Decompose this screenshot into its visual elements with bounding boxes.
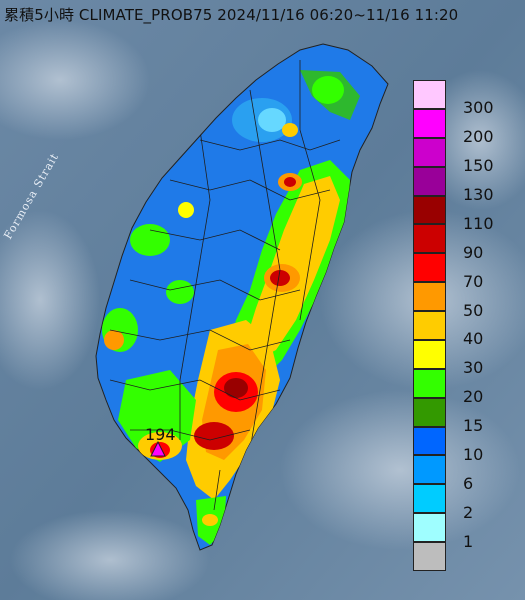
legend-label: 200 (463, 127, 494, 147)
legend-swatch (413, 80, 446, 109)
legend-swatch (413, 426, 446, 456)
rainfall-legend: 300 200 150 130 110 90 70 50 40 30 20 15 10 6 2 1 (413, 80, 519, 571)
legend-label: 15 (463, 416, 484, 436)
legend-row: 110 (413, 195, 519, 233)
legend-swatch (413, 484, 446, 514)
legend-swatch (413, 368, 446, 398)
legend-row: 300 (413, 80, 519, 117)
legend-label: 150 (463, 156, 494, 176)
legend-label: 30 (463, 358, 484, 378)
legend-label: 50 (463, 300, 484, 320)
legend-swatch (413, 542, 446, 571)
max-value-marker (150, 440, 166, 457)
taiwan-island (95, 43, 389, 551)
legend-row: 6 (413, 455, 519, 493)
legend-row: 40 (413, 311, 519, 348)
legend-row: 30 (413, 339, 519, 377)
legend-label: 110 (463, 213, 494, 233)
satellite-clouds (0, 20, 525, 600)
legend-row: 10 (413, 426, 519, 464)
legend-label: 10 (463, 445, 484, 465)
max-value-label: 194 (145, 425, 176, 444)
legend-row: 20 (413, 368, 519, 406)
legend-swatch (413, 455, 446, 485)
legend-row: 130 (413, 166, 519, 204)
legend-row: 150 (413, 137, 519, 175)
legend-label: 20 (463, 387, 484, 407)
legend-swatch (413, 166, 446, 196)
legend-swatch (413, 137, 446, 167)
legend-label: 90 (463, 242, 484, 262)
legend-row: 70 (413, 253, 519, 291)
legend-row (413, 542, 519, 571)
legend-label: 300 (463, 98, 494, 118)
legend-row: 90 (413, 224, 519, 262)
legend-label: 130 (463, 185, 494, 205)
legend-swatch (413, 397, 446, 427)
district-boundaries (109, 60, 341, 511)
legend-swatch (413, 108, 446, 138)
legend-row: 50 (413, 282, 519, 320)
legend-label: 2 (463, 502, 474, 522)
legend-swatch (413, 311, 446, 340)
legend-swatch (413, 282, 446, 312)
legend-row: 2 (413, 484, 519, 522)
legend-label: 70 (463, 271, 484, 291)
legend-row: 200 (413, 108, 519, 146)
legend-swatch (413, 224, 446, 254)
legend-label: 40 (463, 329, 484, 349)
legend-swatch (413, 339, 446, 369)
legend-label: 1 (463, 531, 474, 551)
legend-row: 15 (413, 397, 519, 435)
legend-swatch (413, 195, 446, 225)
legend-swatch (413, 253, 446, 283)
legend-row: 1 (413, 513, 519, 551)
legend-label: 6 (463, 473, 474, 493)
map-title: 累積5小時 CLIMATE_PROB75 2024/11/16 06:20~11… (4, 6, 459, 24)
legend-swatch (413, 513, 446, 543)
